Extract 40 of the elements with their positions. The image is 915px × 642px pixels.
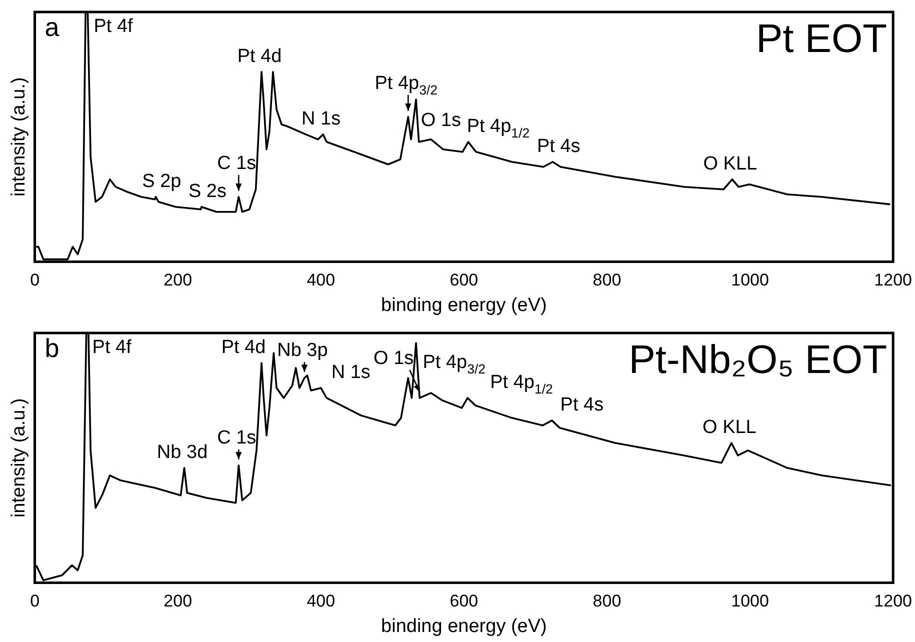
annotation: b — [44, 333, 60, 363]
x-tick-label: 0 — [30, 270, 40, 290]
annotation: O KLL — [703, 153, 758, 174]
annotation: C 1s — [217, 152, 256, 174]
y-axis-title: intensity (a.u.) — [8, 398, 30, 518]
annotation: O 1s — [374, 348, 414, 369]
x-tick-label: 400 — [306, 270, 336, 290]
annotation: S 2s — [188, 180, 226, 202]
annotation: O KLL — [702, 416, 756, 438]
x-tick-label: 200 — [164, 592, 192, 611]
annotation: Pt 4s — [536, 136, 580, 157]
x-tick-label: 800 — [592, 592, 622, 611]
annotation: Nb 3p — [277, 340, 328, 361]
x-tick-label: 0 — [30, 592, 40, 611]
x-tick-label: 800 — [592, 270, 622, 290]
annotation: C 1s — [217, 427, 256, 448]
annotation: Pt 4f — [92, 337, 132, 358]
x-tick-label: 200 — [164, 270, 192, 290]
annotation: Pt 4d — [237, 46, 282, 67]
annotation: O 1s — [420, 110, 461, 131]
annotation: Pt 4d — [221, 336, 266, 358]
annotation: N 1s — [331, 362, 370, 383]
annotation: Pt 4s — [560, 394, 604, 416]
annotation: Pt 4f — [94, 16, 134, 37]
y-axis-title: intensity (a.u.) — [8, 77, 30, 197]
annotation: S 2p — [142, 170, 182, 192]
x-tick-label: 1200 — [874, 270, 912, 290]
x-tick-label: 1000 — [731, 270, 769, 290]
annotation: Nb 3d — [156, 442, 208, 463]
chart-title: Pt-Nb₂O₅ EOT — [628, 338, 888, 382]
x-tick-label: 1000 — [731, 592, 769, 611]
annotation: N 1s — [302, 108, 341, 130]
x-tick-label: 600 — [450, 270, 478, 290]
x-tick-label: 400 — [306, 592, 336, 611]
x-axis-title: binding energy (eV) — [381, 294, 547, 316]
annotation: a — [44, 12, 60, 42]
x-tick-label: 600 — [450, 592, 478, 611]
x-axis-title: binding energy (eV) — [381, 616, 547, 637]
x-tick-label: 1200 — [874, 592, 912, 611]
chart-title: Pt EOT — [756, 17, 888, 61]
